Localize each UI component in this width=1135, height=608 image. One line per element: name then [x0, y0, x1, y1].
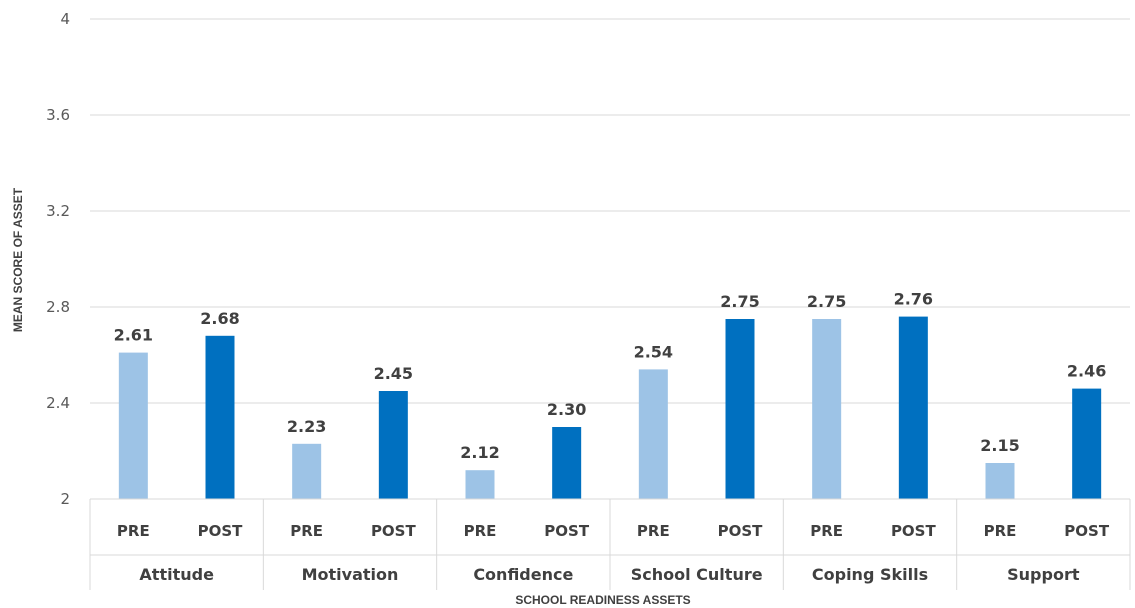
- category-label: Support: [1007, 565, 1080, 584]
- x-axis-title: SCHOOL READINESS ASSETS: [515, 593, 690, 607]
- bar-post-confidence: [552, 427, 582, 499]
- x-tick-label-post: POST: [544, 522, 590, 540]
- data-label: 2.68: [200, 309, 239, 328]
- x-tick-label-post: POST: [371, 522, 417, 540]
- bar-pre-coping-skills: [812, 319, 842, 499]
- x-tick-label-post: POST: [1064, 522, 1110, 540]
- bars: [118, 316, 1102, 499]
- bar-pre-school-culture: [638, 369, 668, 499]
- bar-post-support: [1072, 388, 1102, 499]
- bar-post-school-culture: [725, 319, 755, 499]
- bar-pre-attitude: [118, 352, 148, 499]
- bar-pre-confidence: [465, 470, 495, 499]
- data-label: 2.15: [980, 436, 1019, 455]
- x-tick-label-pre: PRE: [290, 522, 323, 540]
- x-tick-label-pre: PRE: [637, 522, 670, 540]
- x-tick-label-pre: PRE: [810, 522, 843, 540]
- x-tick-label-post: POST: [891, 522, 937, 540]
- data-labels: 2.61 2.68 2.23 2.45 2.12 2.30 2.54 2.75 2.75 2.76…: [114, 290, 1107, 463]
- y-tick-label: 2.8: [46, 298, 70, 316]
- x-tick-label-pre: PRE: [984, 522, 1017, 540]
- data-label: 2.75: [807, 292, 846, 311]
- y-axis-ticks: 2 2.4 2.8 3.2 3.6 4: [46, 10, 70, 508]
- data-label: 2.45: [374, 364, 413, 383]
- bar-pre-motivation: [292, 443, 322, 499]
- data-label: 2.54: [634, 342, 673, 361]
- gridlines: [90, 18, 1130, 500]
- bar-post-motivation: [378, 391, 408, 499]
- x-tick-label-pre: PRE: [464, 522, 497, 540]
- category-label: Confidence: [473, 565, 573, 584]
- bar-post-attitude: [205, 335, 235, 499]
- bar-post-coping-skills: [898, 316, 928, 499]
- bar-pre-support: [985, 463, 1015, 499]
- data-label: 2.75: [720, 292, 759, 311]
- y-axis-title: MEAN SCORE OF ASSET: [11, 187, 25, 332]
- data-label: 2.23: [287, 417, 326, 436]
- data-label: 2.76: [894, 290, 933, 309]
- data-label: 2.61: [114, 326, 153, 345]
- data-label: 2.30: [547, 400, 586, 419]
- category-label: School Culture: [631, 565, 763, 584]
- x-tick-label-post: POST: [718, 522, 764, 540]
- y-tick-label: 2: [60, 490, 70, 508]
- x-tick-label-pre: PRE: [117, 522, 150, 540]
- x-tick-label-post: POST: [198, 522, 244, 540]
- category-label: Motivation: [302, 565, 399, 584]
- y-tick-label: 3.2: [46, 202, 70, 220]
- category-label: Attitude: [139, 565, 214, 584]
- y-tick-label: 4: [60, 10, 70, 28]
- data-label: 2.12: [460, 443, 499, 462]
- y-tick-label: 2.4: [46, 394, 70, 412]
- category-label: Coping Skills: [812, 565, 928, 584]
- x-axis: PRE POST Attitude PRE POST Motivation PRE POST C…: [89, 498, 1131, 590]
- data-label: 2.46: [1067, 362, 1106, 381]
- y-tick-label: 3.6: [46, 106, 70, 124]
